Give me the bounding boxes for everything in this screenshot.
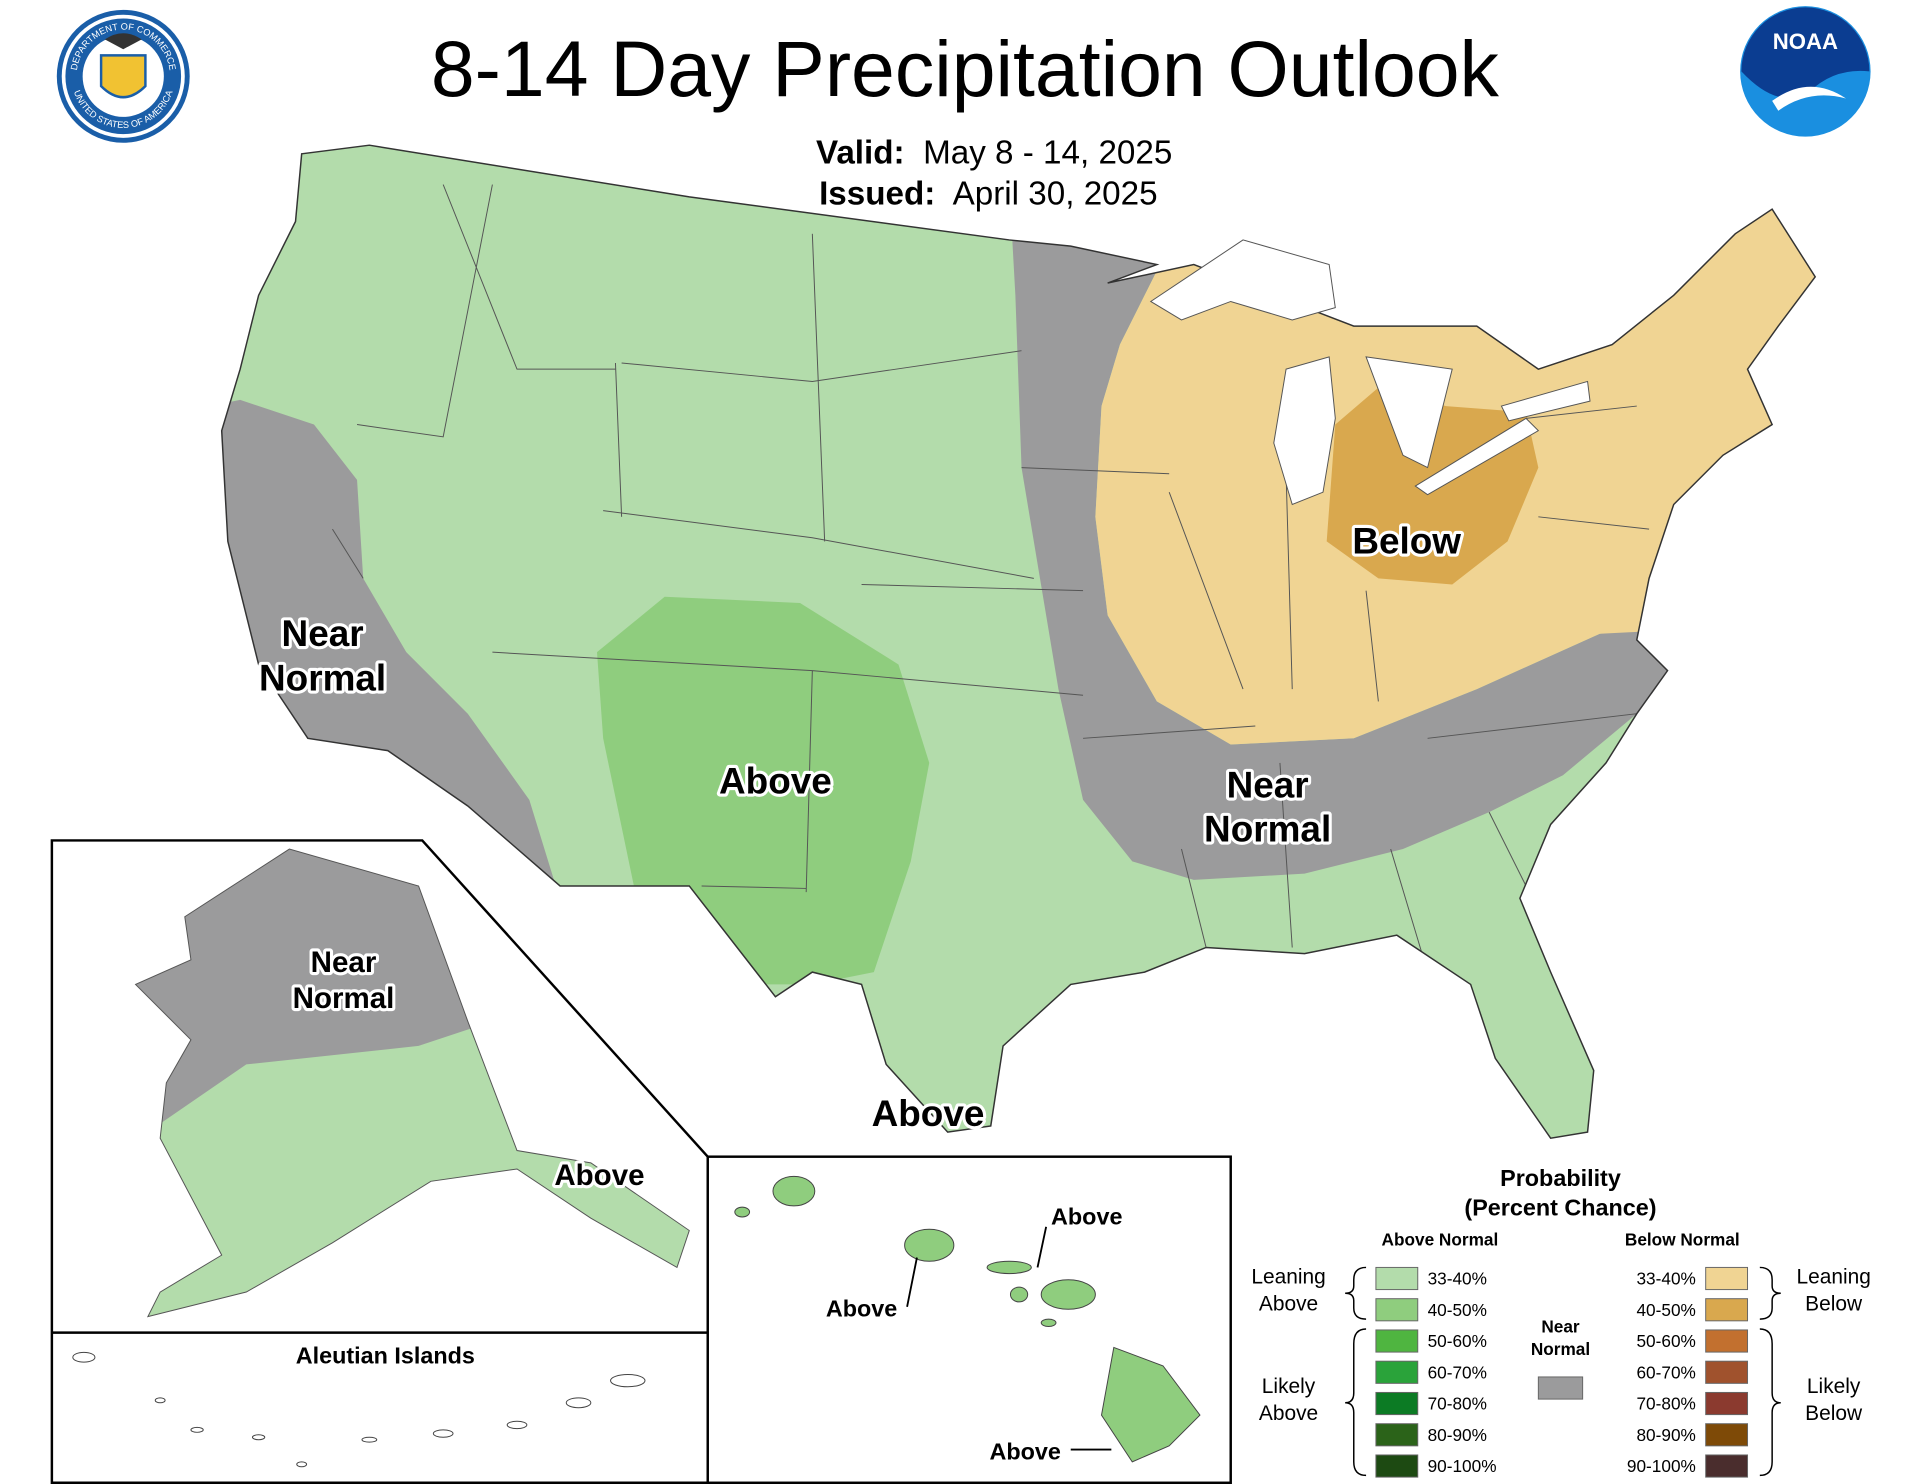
- legend-swatch: [1375, 1329, 1419, 1353]
- legend-swatch: [1375, 1360, 1419, 1384]
- state-borders: [332, 184, 1650, 973]
- hawaii-label: Above: [990, 1438, 1061, 1464]
- aleutian-title: Aleutian Islands: [296, 1342, 475, 1368]
- legend-heading: Above Normal: [1382, 1229, 1499, 1249]
- legend-item-label: 70-80%: [1428, 1394, 1487, 1414]
- map-labels: NearNormalAboveBelowNearNormalAboveNearN…: [256, 518, 1464, 1468]
- legend-group-label: Above: [1259, 1402, 1318, 1425]
- map-label: Normal: [293, 982, 395, 1015]
- legend-item-label: 80-90%: [1636, 1425, 1695, 1445]
- legend-brackets: [1345, 1266, 1781, 1477]
- noaa-logo: NOAA: [1740, 6, 1871, 137]
- region-near-normal-central: [1009, 184, 1699, 880]
- legend-swatch: [1375, 1391, 1419, 1416]
- legend-group-label: Likely: [1807, 1375, 1861, 1398]
- legend-item-label: 50-60%: [1428, 1331, 1487, 1351]
- legend-group-label: Above: [1259, 1292, 1318, 1315]
- legend-item-label: 40-50%: [1636, 1300, 1695, 1320]
- map-label: Above: [554, 1159, 644, 1192]
- region-above-40-50: [596, 596, 930, 985]
- map-label: Above: [872, 1093, 985, 1134]
- legend-group-label: Leaning: [1251, 1265, 1325, 1288]
- legend-title: (Percent Chance): [1464, 1195, 1656, 1221]
- legend: Probability (Percent Chance) Above Normal 3…: [1251, 1165, 1871, 1478]
- legend-title: Probability: [1500, 1165, 1621, 1191]
- conus-outline: [220, 144, 1817, 1140]
- legend-group-label: Leaning: [1796, 1265, 1870, 1288]
- legend-item-label: 33-40%: [1428, 1269, 1487, 1289]
- legend-group-label: Below: [1805, 1402, 1863, 1425]
- alaska-outline: [134, 848, 690, 1318]
- hawaii-leaders: [906, 1226, 1112, 1451]
- map-label: Normal: [259, 657, 386, 698]
- map-label: Normal: [1204, 809, 1331, 850]
- legend-item-label: 90-100%: [1428, 1456, 1497, 1476]
- legend-near-label: Near: [1541, 1317, 1580, 1337]
- hawaii-label: Above: [1051, 1203, 1122, 1229]
- aleutian-islands: [72, 1351, 646, 1468]
- legend-item-label: 80-90%: [1428, 1425, 1487, 1445]
- legend-swatch: [1375, 1454, 1419, 1478]
- legend-item-label: 33-40%: [1636, 1269, 1695, 1289]
- legend-group-label: Likely: [1262, 1375, 1316, 1398]
- legend-swatch: [1705, 1360, 1749, 1384]
- commerce-seal: DEPARTMENT OF COMMERCE UNITED STATES OF …: [56, 9, 190, 143]
- legend-item-label: 60-70%: [1636, 1362, 1695, 1382]
- issued-date: April 30, 2025: [953, 175, 1158, 212]
- legend-swatch: [1375, 1266, 1419, 1291]
- hawaii-label: Above: [826, 1296, 897, 1322]
- legend-swatch-near: [1537, 1376, 1584, 1400]
- valid-label: Valid:: [816, 135, 905, 172]
- legend-swatch: [1705, 1329, 1749, 1353]
- map-label: Near: [311, 946, 377, 979]
- legend-swatch: [1375, 1298, 1419, 1322]
- legend-item-label: 60-70%: [1428, 1362, 1487, 1382]
- region-near-normal-west: [221, 399, 554, 880]
- legend-near-label: Normal: [1531, 1339, 1590, 1359]
- noaa-text: NOAA: [1773, 29, 1838, 54]
- map-label: Near: [1227, 764, 1309, 805]
- map-label: Below: [1352, 521, 1461, 562]
- legend-heading: Below Normal: [1625, 1229, 1740, 1249]
- map-label: Near: [282, 613, 364, 654]
- legend-swatch: [1705, 1298, 1749, 1322]
- great-lakes: [1149, 239, 1591, 506]
- legend-swatch: [1705, 1391, 1749, 1416]
- legend-item-label: 90-100%: [1627, 1456, 1696, 1476]
- legend-item-label: 50-60%: [1636, 1331, 1695, 1351]
- title: 8-14 Day Precipitation Outlook: [431, 25, 1500, 113]
- valid-dates: May 8 - 14, 2025: [923, 135, 1172, 172]
- hawaii: [734, 1175, 1201, 1463]
- legend-swatch: [1375, 1423, 1419, 1447]
- legend-swatch: [1705, 1454, 1749, 1478]
- legend-swatch: [1705, 1423, 1749, 1447]
- legend-group-label: Below: [1805, 1292, 1863, 1315]
- legend-swatch: [1705, 1266, 1749, 1291]
- legend-item-label: 40-50%: [1428, 1300, 1487, 1320]
- legend-item-label: 70-80%: [1636, 1394, 1695, 1414]
- issued-label: Issued:: [819, 175, 935, 212]
- map-label: Above: [719, 761, 832, 802]
